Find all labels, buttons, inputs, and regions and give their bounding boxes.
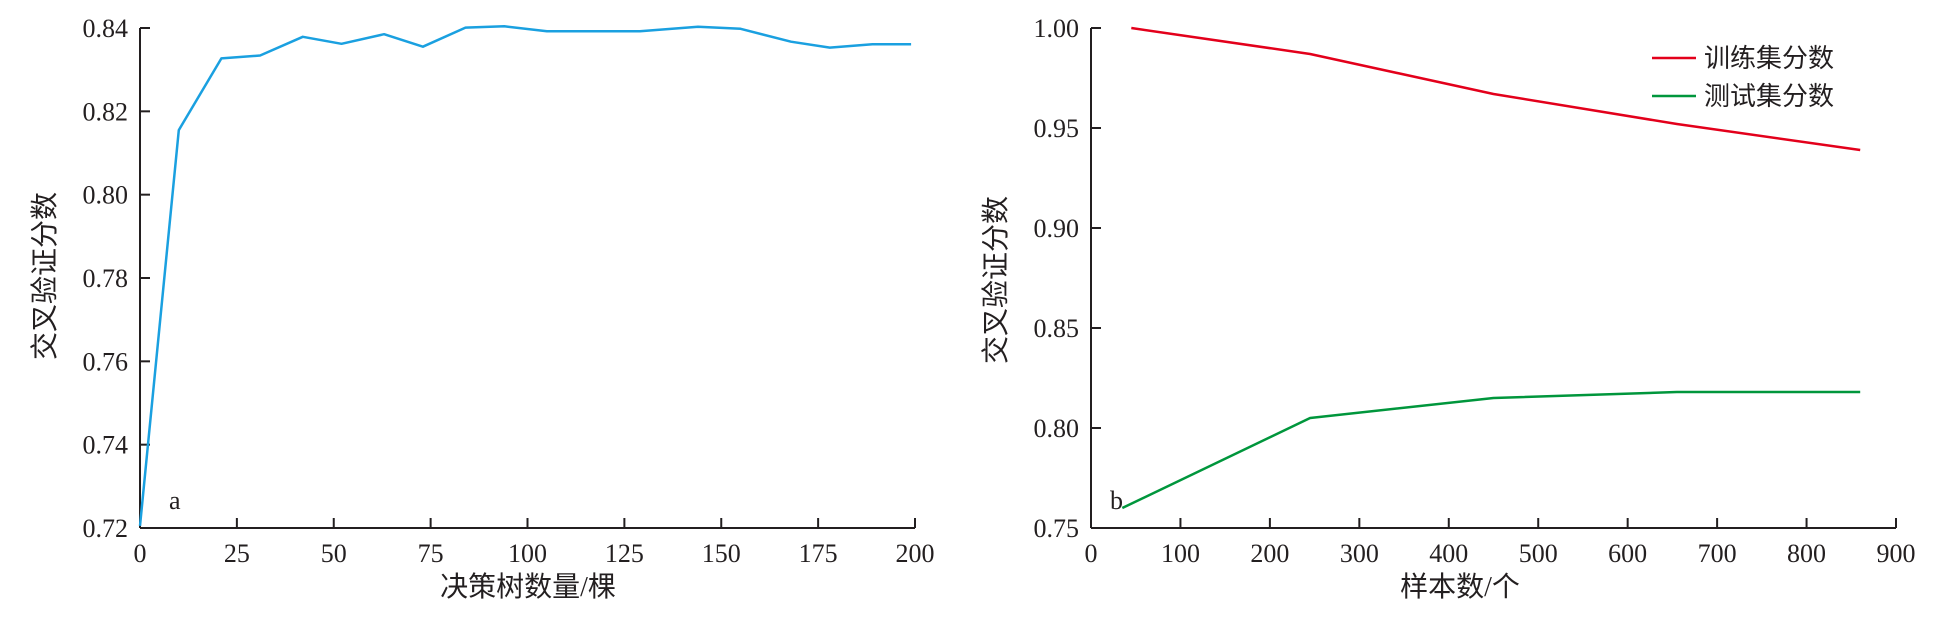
panel-b-x-tick-label: 200 <box>1250 539 1289 568</box>
panel-b-y-tick-label: 0.80 <box>1034 414 1080 443</box>
panel-b-x-tick-label: 0 <box>1085 539 1098 568</box>
panel-a-x-tick-label: 150 <box>702 539 741 568</box>
panel-b-y-tick-label: 1.00 <box>1034 14 1080 43</box>
panel-b-x-tick-label: 700 <box>1698 539 1737 568</box>
panel-b-x-tick-label: 400 <box>1429 539 1468 568</box>
panel-b-axes: 0 100 200 300 400 500 600 700 800 900 0.75 0.80 0.85… <box>1034 14 1916 568</box>
panel-a-y-tick-label: 0.84 <box>83 14 129 43</box>
panel-a-y-tick-label: 0.76 <box>83 347 129 376</box>
panel-a-x-tick-label: 100 <box>508 539 547 568</box>
panel-a-y-tick-label: 0.74 <box>83 431 129 460</box>
panel-b-marks <box>1121 26 1861 510</box>
panel-b-x-tick-label: 500 <box>1519 539 1558 568</box>
panel-a-y-tick-label: 0.82 <box>83 97 129 126</box>
panel-a-x-tick-label: 125 <box>605 539 644 568</box>
panel-b-letter: b <box>1110 486 1123 515</box>
panel-b-y-tick-label: 0.95 <box>1034 114 1080 143</box>
panel-a-letter: a <box>169 486 181 515</box>
chart-panel-a: 0 25 50 75 100 125 150 175 200 0.72 0.74 0.76 0.78 0.… <box>29 14 935 603</box>
panel-b-y-tick-label: 0.85 <box>1034 314 1080 343</box>
panel-a-y-tick-label: 0.78 <box>83 264 129 293</box>
panel-b-x-tick-label: 900 <box>1877 539 1916 568</box>
panel-a-series-line-0 <box>138 25 912 527</box>
panel-a-x-tick-label: 25 <box>224 539 250 568</box>
panel-b-series-line-0 <box>1131 26 1861 152</box>
panel-b-y-tick-label: 0.90 <box>1034 214 1080 243</box>
chart-panel-b: 0 100 200 300 400 500 600 700 800 900 0.75 0.80 0.85… <box>980 14 1916 603</box>
panel-b-x-tick-label: 800 <box>1787 539 1826 568</box>
panel-a-axes: 0 25 50 75 100 125 150 175 200 0.72 0.74 0.76 0.78 0.… <box>83 14 935 568</box>
panel-a-x-tick-label: 75 <box>418 539 444 568</box>
panel-a-x-tick-label: 200 <box>896 539 935 568</box>
panel-a-x-tick-label: 0 <box>134 539 147 568</box>
panel-a-x-tick-label: 50 <box>321 539 347 568</box>
panel-a-x-tick-label: 175 <box>799 539 838 568</box>
panel-b-legend: 训练集分数 测试集分数 <box>1652 44 1834 111</box>
panel-b-x-tick-label: 600 <box>1608 539 1647 568</box>
panel-a-marks <box>138 25 912 527</box>
panel-b-x-tick-label: 300 <box>1340 539 1379 568</box>
panel-b-x-tick-label: 100 <box>1161 539 1200 568</box>
panel-a-y-tick-label: 0.80 <box>83 181 129 210</box>
panel-b-series-line-1 <box>1121 390 1861 510</box>
panel-b-y-axis-title: 交叉验证分数 <box>980 196 1012 364</box>
panel-a-x-axis-title: 决策树数量/棵 <box>440 571 616 603</box>
legend-label-test: 测试集分数 <box>1704 82 1834 111</box>
panel-a-y-tick-label: 0.72 <box>83 514 129 543</box>
panel-b-x-axis-title: 样本数/个 <box>1400 571 1520 603</box>
legend-label-train: 训练集分数 <box>1704 44 1834 73</box>
panel-a-y-axis-title: 交叉验证分数 <box>29 192 61 360</box>
panel-b-y-tick-label: 0.75 <box>1034 514 1080 543</box>
